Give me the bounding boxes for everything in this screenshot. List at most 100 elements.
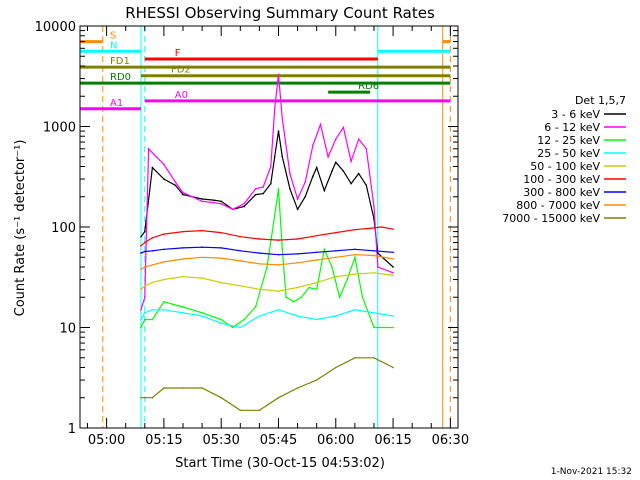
data-point-7-3 — [163, 261, 165, 263]
data-point-0-11 — [254, 193, 257, 196]
data-point-0-13 — [270, 182, 272, 185]
data-point-8-12 — [334, 366, 337, 369]
data-point-1-25 — [342, 126, 345, 129]
data-point-2-0 — [140, 326, 142, 329]
data-point-6-6 — [220, 247, 222, 249]
data-point-7-7 — [239, 260, 242, 262]
flag-label-0: S — [110, 31, 116, 42]
data-point-2-14 — [285, 296, 287, 299]
data-point-3-13 — [354, 309, 356, 311]
flag-label-2: F — [175, 48, 181, 59]
data-point-3-4 — [182, 312, 184, 314]
data-point-8-2 — [151, 396, 154, 399]
x-tick-label-6: 06:30 — [432, 433, 469, 448]
data-point-1-18 — [289, 172, 291, 175]
data-point-2-18 — [315, 288, 318, 291]
data-point-3-12 — [334, 315, 337, 317]
data-point-2-13 — [281, 248, 284, 251]
data-point-0-12 — [262, 192, 265, 195]
series-line-0 — [140, 131, 394, 268]
data-point-3-15 — [392, 315, 394, 317]
data-point-3-14 — [373, 312, 375, 314]
data-point-5-14 — [373, 227, 375, 229]
data-point-3-0 — [140, 318, 142, 321]
data-point-7-15 — [392, 258, 394, 260]
legend-label-3: 25 - 50 keV — [537, 147, 600, 160]
data-point-1-17 — [281, 117, 284, 120]
legend-title: Det 1,5,7 — [575, 94, 626, 107]
data-point-5-4 — [182, 230, 184, 233]
data-point-8-15 — [392, 366, 394, 369]
chart-title: RHESSI Observing Summary Count Rates — [125, 4, 435, 22]
data-point-0-23 — [331, 170, 333, 172]
data-point-5-3 — [163, 233, 165, 235]
data-point-1-1 — [144, 296, 146, 299]
data-point-2-15 — [292, 301, 295, 303]
data-point-7-13 — [354, 253, 356, 256]
data-point-3-2 — [151, 309, 154, 311]
data-point-2-8 — [243, 318, 245, 321]
data-point-5-2 — [151, 237, 154, 239]
legend-label-6: 300 - 800 keV — [523, 186, 600, 199]
data-point-2-20 — [331, 266, 333, 268]
data-point-6-0 — [140, 252, 142, 254]
axes: 1 10 100 1000 10000 05:00 05:15 05:30 05:45 06:00… — [35, 20, 469, 448]
data-point-1-14 — [270, 165, 272, 168]
data-point-4-13 — [354, 273, 356, 275]
data-point-0-22 — [323, 189, 326, 192]
data-point-0-24 — [334, 161, 337, 164]
data-point-1-6 — [182, 191, 184, 194]
series-line-6 — [140, 246, 394, 256]
data-point-6-9 — [277, 253, 280, 256]
data-point-7-14 — [373, 254, 375, 257]
x-tick-label-5: 06:15 — [374, 433, 411, 448]
data-point-5-13 — [354, 228, 356, 231]
data-point-0-6 — [201, 198, 203, 200]
data-point-1-26 — [350, 160, 352, 163]
data-point-1-11 — [243, 203, 245, 205]
data-point-8-14 — [373, 356, 375, 359]
data-point-6-7 — [239, 249, 242, 252]
data-point-6-14 — [373, 249, 375, 252]
data-point-4-0 — [140, 288, 142, 291]
x-tick-label-2: 05:30 — [202, 433, 239, 448]
data-point-1-4 — [163, 163, 165, 166]
data-point-8-9 — [277, 396, 280, 399]
data-point-4-12 — [334, 275, 337, 278]
data-point-5-6 — [220, 231, 222, 234]
data-point-0-26 — [350, 182, 352, 185]
data-point-1-15 — [273, 108, 276, 110]
data-point-4-8 — [258, 288, 261, 291]
data-point-0-16 — [281, 155, 284, 158]
data-point-0-14 — [273, 155, 276, 158]
data-point-8-3 — [163, 387, 165, 389]
data-point-7-8 — [258, 263, 261, 265]
data-point-7-4 — [182, 258, 184, 260]
flag-label-3: FD1 — [110, 56, 130, 67]
y-tick-label-1: 10 — [59, 322, 76, 337]
data-point-5-9 — [277, 239, 280, 241]
data-point-6-11 — [315, 251, 318, 254]
data-point-4-7 — [239, 284, 242, 287]
x-axis-label: Start Time (30-Oct-15 04:53:02) — [175, 456, 385, 471]
data-point-0-2 — [151, 166, 154, 169]
data-point-0-25 — [342, 170, 345, 172]
data-point-4-5 — [201, 277, 203, 279]
data-point-8-7 — [239, 409, 242, 412]
data-point-1-23 — [327, 155, 329, 158]
data-point-7-5 — [201, 256, 203, 259]
data-point-8-13 — [354, 356, 356, 359]
data-point-1-28 — [365, 147, 368, 150]
flag-label-4: FD2 — [171, 65, 191, 76]
legend-label-1: 6 - 12 keV — [544, 121, 600, 134]
data-point-2-3 — [163, 301, 165, 303]
data-point-0-20 — [312, 175, 314, 178]
data-point-1-5 — [174, 181, 177, 183]
data-point-0-3 — [163, 178, 165, 180]
data-point-1-0 — [140, 309, 142, 311]
data-point-6-5 — [201, 246, 203, 248]
data-point-2-21 — [338, 296, 341, 299]
data-point-3-11 — [315, 318, 318, 321]
data-point-5-1 — [144, 241, 146, 244]
data-point-2-11 — [273, 214, 276, 217]
